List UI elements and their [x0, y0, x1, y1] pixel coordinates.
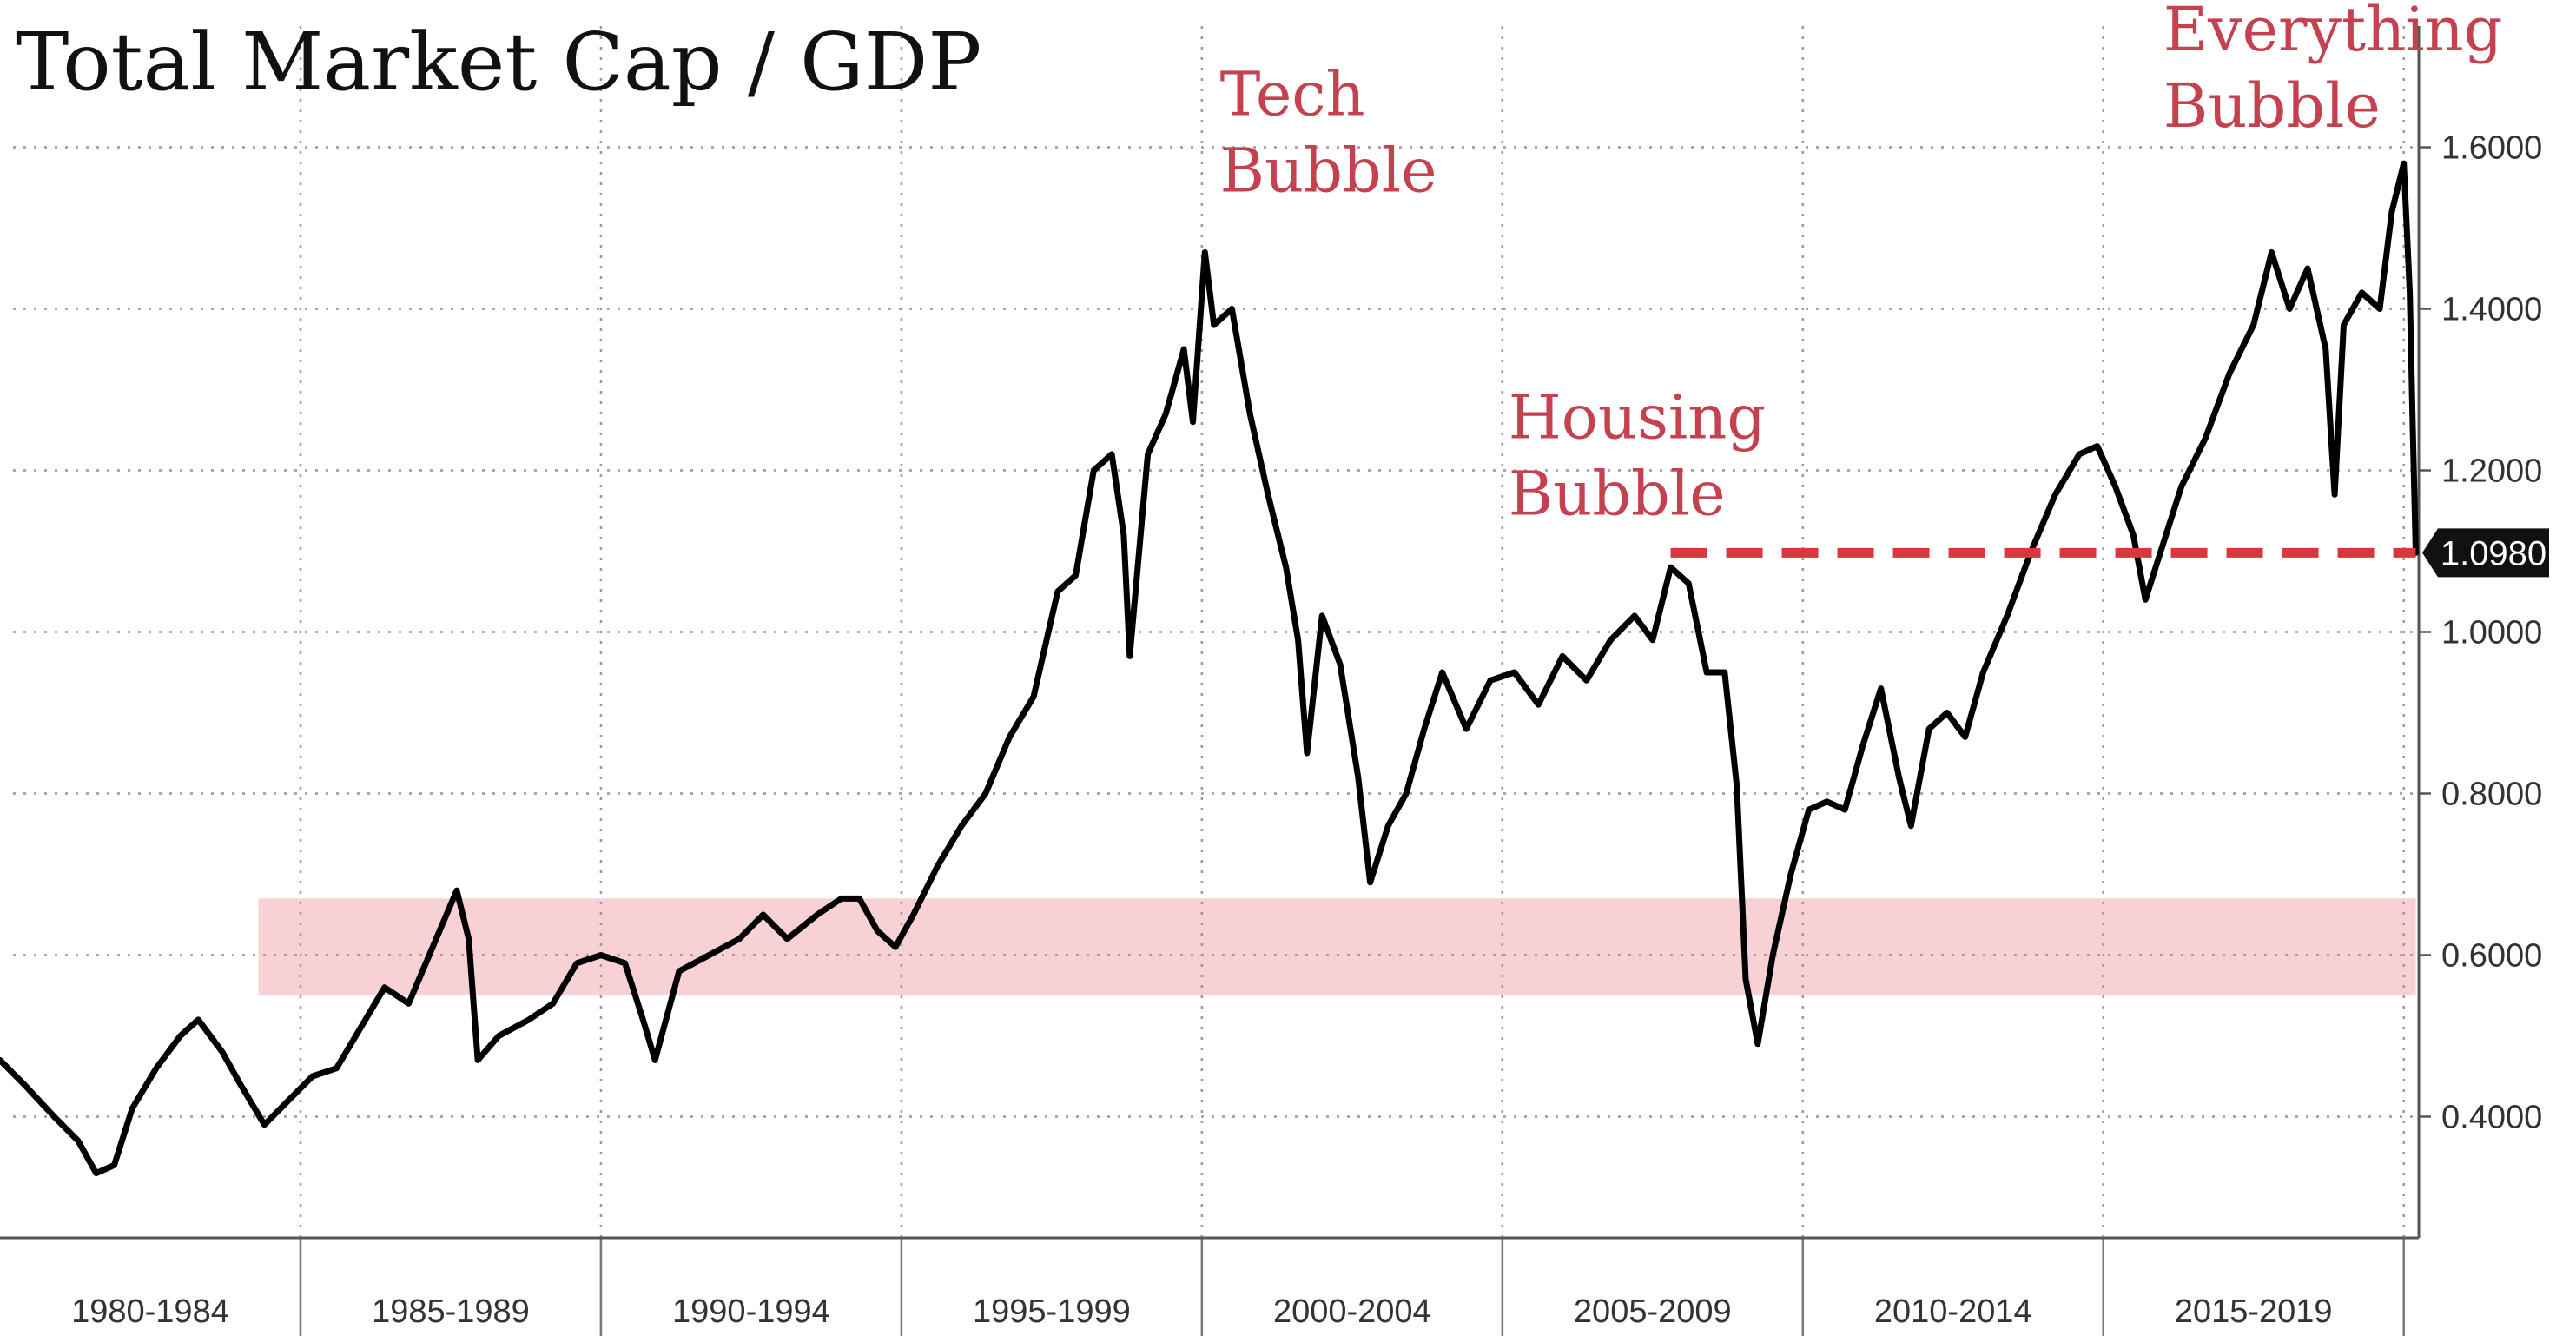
y-tick-label: 1.4000: [2441, 292, 2542, 328]
x-period-label: 2005-2009: [1574, 1293, 1732, 1330]
x-period-label: 1995-1999: [973, 1293, 1131, 1330]
annotation-line: Bubble: [1220, 135, 1437, 206]
annotation-line: Everything: [2163, 0, 2503, 65]
series-line: [0, 160, 2419, 1177]
x-period-label: 2015-2019: [2175, 1293, 2333, 1330]
band-layer: [258, 898, 2416, 995]
axis-layer: 0.4000 0.6000 0.8000 1.0000 1.2000 1.4000 1.60…: [0, 26, 2549, 1336]
x-period-label: 1985-1989: [372, 1293, 530, 1330]
x-period-label: 2000-2004: [1273, 1293, 1431, 1330]
annotation-text: Tech Bubble: [1220, 58, 1437, 206]
y-tick-label: 1.0000: [2441, 615, 2542, 651]
annotation-text: Everything Bubble: [2163, 0, 2503, 142]
chart-title: Total Market Cap / GDP: [16, 16, 981, 109]
annotation-text: Housing Bubble: [1509, 381, 1766, 529]
shaded-band: [258, 898, 2416, 995]
y-tick-label: 1.6000: [2441, 130, 2542, 167]
series-layer: [0, 160, 2419, 1177]
annotation-line: Tech: [1220, 58, 1365, 129]
y-tick-label: 0.8000: [2441, 777, 2542, 813]
annotation-line: Bubble: [1509, 458, 1726, 529]
last-value-tag: [2422, 528, 2549, 578]
last-value-label: 1.0980: [2441, 534, 2546, 572]
annotation-line: Housing: [1509, 381, 1766, 453]
x-period-label: 1980-1984: [71, 1293, 229, 1330]
x-period-label: 1990-1994: [672, 1293, 830, 1330]
x-period-label: 2010-2014: [1874, 1293, 2032, 1330]
grid-layer: [13, 26, 2419, 1238]
y-tick-label: 1.2000: [2441, 453, 2542, 490]
y-tick-label: 0.4000: [2441, 1100, 2542, 1136]
y-tick-label: 0.6000: [2441, 938, 2542, 975]
annotation-line: Bubble: [2163, 70, 2381, 142]
